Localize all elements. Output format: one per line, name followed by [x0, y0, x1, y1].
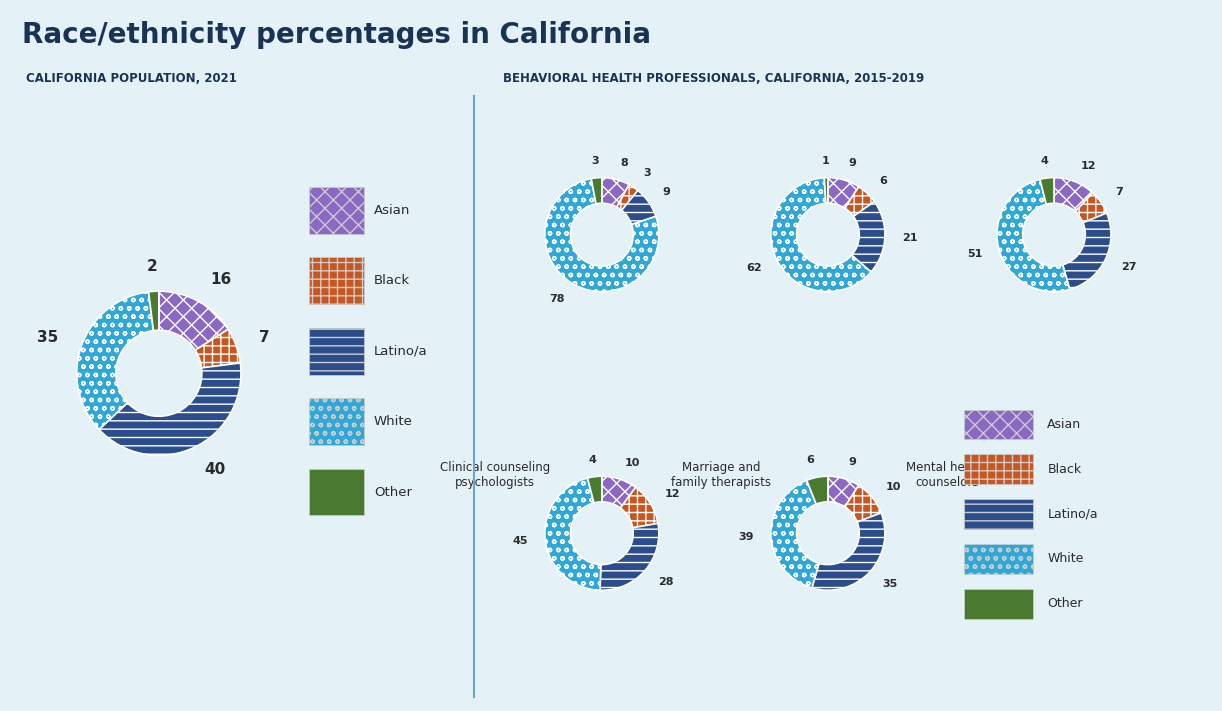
Wedge shape [622, 191, 656, 225]
Wedge shape [600, 523, 659, 590]
Text: Latino/a: Latino/a [1047, 508, 1097, 520]
Text: 35: 35 [882, 579, 898, 589]
Text: 45: 45 [513, 537, 528, 547]
Text: 10: 10 [886, 481, 901, 491]
Text: White: White [374, 415, 413, 428]
Text: Race/ethnicity percentages in California: Race/ethnicity percentages in California [22, 21, 651, 49]
Text: 2: 2 [147, 260, 158, 274]
Text: 21: 21 [902, 233, 918, 243]
Wedge shape [545, 178, 659, 292]
Text: 6: 6 [879, 176, 887, 186]
Bar [309, 187, 364, 234]
Wedge shape [617, 185, 638, 210]
Wedge shape [1075, 193, 1107, 223]
Text: 8: 8 [620, 158, 628, 168]
Text: 9: 9 [662, 188, 671, 198]
Wedge shape [811, 513, 885, 590]
Wedge shape [771, 481, 819, 588]
Wedge shape [844, 187, 875, 216]
Bar [964, 454, 1033, 484]
Bar [309, 328, 364, 375]
Wedge shape [1063, 213, 1111, 289]
Wedge shape [771, 178, 871, 292]
Text: 16: 16 [210, 272, 231, 287]
Wedge shape [77, 292, 154, 429]
Wedge shape [852, 201, 885, 272]
Wedge shape [829, 178, 859, 208]
Wedge shape [1040, 178, 1053, 204]
Text: 3: 3 [643, 168, 651, 178]
Wedge shape [825, 178, 829, 203]
Bar [964, 589, 1033, 619]
Text: White: White [1047, 552, 1084, 565]
Text: 51: 51 [967, 249, 982, 259]
Text: 3: 3 [591, 156, 599, 166]
Text: 6: 6 [807, 456, 814, 466]
Text: Black: Black [1047, 463, 1081, 476]
Text: 78: 78 [549, 294, 565, 304]
Text: Asian: Asian [1047, 418, 1081, 431]
Text: 39: 39 [738, 532, 754, 542]
Text: 10: 10 [624, 458, 640, 468]
Text: 9: 9 [849, 159, 857, 169]
Wedge shape [159, 292, 229, 351]
Wedge shape [545, 478, 601, 590]
Text: 40: 40 [204, 462, 226, 477]
Wedge shape [602, 178, 629, 207]
Wedge shape [591, 178, 602, 204]
Text: Other: Other [374, 486, 412, 498]
Text: 28: 28 [657, 577, 673, 587]
Text: 1: 1 [821, 156, 830, 166]
Wedge shape [844, 486, 881, 522]
Text: Asian: Asian [374, 204, 411, 217]
Text: Black: Black [374, 274, 409, 287]
Wedge shape [997, 179, 1069, 292]
Text: 35: 35 [37, 330, 59, 345]
Text: Latino/a: Latino/a [374, 345, 428, 358]
Text: Marriage and
family therapists: Marriage and family therapists [671, 461, 771, 489]
Wedge shape [829, 476, 859, 507]
Wedge shape [602, 476, 635, 508]
Text: CALIFORNIA POPULATION, 2021: CALIFORNIA POPULATION, 2021 [26, 72, 237, 85]
Text: BEHAVIORAL HEALTH PROFESSIONALS, CALIFORNIA, 2015-2019: BEHAVIORAL HEALTH PROFESSIONALS, CALIFOR… [503, 72, 925, 85]
Wedge shape [588, 476, 602, 503]
Bar [309, 469, 364, 515]
Text: 62: 62 [745, 262, 761, 272]
Text: 4: 4 [1041, 156, 1048, 166]
Bar [964, 544, 1033, 574]
Text: 7: 7 [1114, 188, 1123, 198]
Text: Clinical counseling
psychologists: Clinical counseling psychologists [440, 461, 550, 489]
Bar [309, 398, 364, 445]
Text: 12: 12 [1081, 161, 1096, 171]
Text: 4: 4 [589, 455, 596, 465]
Wedge shape [621, 487, 657, 528]
Wedge shape [1053, 178, 1092, 212]
Bar [964, 410, 1033, 439]
Wedge shape [149, 292, 159, 331]
Text: 7: 7 [259, 330, 270, 345]
Text: Mental health
counselors: Mental health counselors [907, 461, 987, 489]
Wedge shape [99, 363, 241, 455]
Text: Other: Other [1047, 597, 1083, 610]
Wedge shape [807, 476, 829, 504]
Bar [964, 499, 1033, 529]
Text: 9: 9 [849, 457, 857, 467]
Wedge shape [196, 329, 241, 368]
Text: 27: 27 [1121, 262, 1136, 272]
Bar [309, 257, 364, 304]
Text: 12: 12 [665, 489, 681, 499]
